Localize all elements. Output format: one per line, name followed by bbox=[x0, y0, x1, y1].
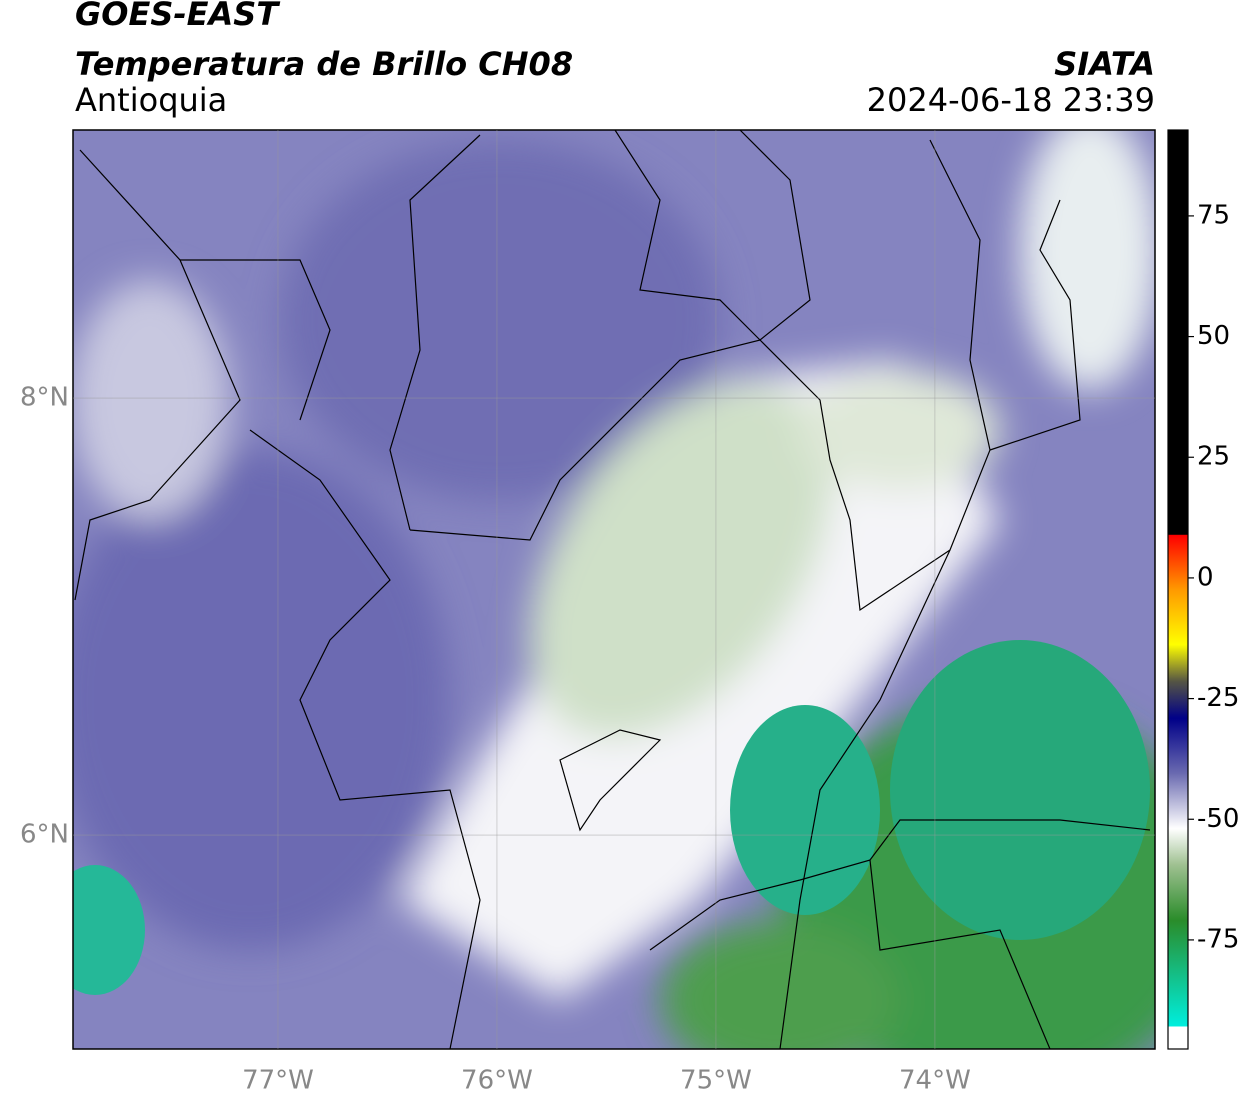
satellite-image bbox=[73, 130, 1155, 1049]
x-tick-label: 74°W bbox=[899, 1066, 971, 1096]
y-tick-label: 6°N bbox=[20, 820, 69, 850]
region: Antioquia bbox=[75, 81, 227, 119]
map-frame bbox=[72, 129, 1156, 1050]
colorbar bbox=[1167, 129, 1189, 1050]
y-tick-label: 8°N bbox=[20, 383, 69, 413]
colorbar-tick-label: 0 bbox=[1197, 562, 1214, 592]
colorbar-tick-label: 25 bbox=[1197, 442, 1230, 472]
colorbar-tick-label: -25 bbox=[1197, 683, 1239, 713]
title: GOES-EAST bbox=[75, 0, 280, 33]
source: SIATA bbox=[1054, 45, 1155, 83]
colorbar-tick-label: -75 bbox=[1197, 924, 1239, 954]
subtitle: Temperatura de Brillo CH08 bbox=[75, 45, 573, 83]
x-tick-label: 76°W bbox=[461, 1066, 533, 1096]
colorbar-tick-label: -50 bbox=[1197, 804, 1239, 834]
x-tick-label: 77°W bbox=[242, 1066, 314, 1096]
x-tick-label: 75°W bbox=[680, 1066, 752, 1096]
colorbar-tick-label: 75 bbox=[1197, 200, 1230, 230]
colorbar-tick-label: 50 bbox=[1197, 321, 1230, 351]
timestamp: 2024-06-18 23:39 bbox=[867, 81, 1155, 119]
